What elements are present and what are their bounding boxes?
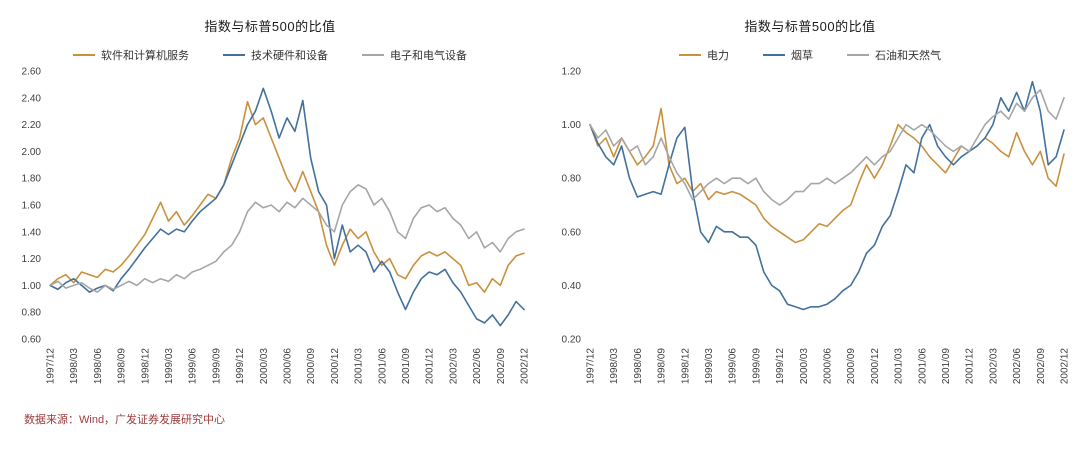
legend-label: 烟草: [791, 50, 813, 62]
x-tick-label: 2002/09: [1036, 348, 1047, 385]
y-tick-label: 1.00: [22, 281, 42, 292]
y-tick-label: 0.20: [562, 335, 582, 346]
chart-legend: 软件和计算机服务 技术硬件和设备 电子和电气设备: [73, 47, 467, 63]
x-tick-label: 1999/09: [751, 348, 762, 385]
x-tick-label: 1999/03: [164, 348, 175, 385]
legend-swatch: [362, 54, 384, 56]
legend-item: 烟草: [763, 47, 813, 63]
x-tick-label: 1999/06: [188, 348, 199, 385]
legend-swatch: [763, 54, 785, 56]
x-tick-label: 1998/03: [609, 348, 620, 385]
line-plot: 0.60 0.80 1.00 1.20 1.40 1.60 1.80 2.00 2.20 2.40…: [22, 67, 531, 385]
x-tick-label: 1999/12: [235, 348, 246, 385]
legend-swatch: [679, 54, 701, 56]
x-tick-label: 2001/03: [354, 348, 365, 385]
x-tick-label: 1997/12: [586, 348, 597, 385]
x-tick-label: 2000/12: [330, 348, 341, 385]
series-line: [49, 100, 525, 293]
chart-right: 指数与标普500的比值 电力 烟草 石油和天然气 0.20 0.40 0.60 0.80 1…: [540, 0, 1080, 403]
y-tick-label: 1.60: [22, 201, 42, 212]
legend-label: 石油和天然气: [875, 50, 941, 62]
x-tick-label: 2001/06: [377, 348, 388, 385]
y-tick-label: 1.20: [22, 254, 42, 265]
x-tick-label: 1999/03: [704, 348, 715, 385]
chart-legend: 电力 烟草 石油和天然气: [679, 47, 941, 63]
charts-row: 指数与标普500的比值 软件和计算机服务 技术硬件和设备 电子和电气设备 0.60 0…: [0, 0, 1080, 403]
x-tick-label: 1998/06: [93, 348, 104, 385]
x-tick-label: 1998/12: [140, 348, 151, 385]
x-tick-label: 1998/09: [117, 348, 128, 385]
y-tick-label: 1.20: [562, 67, 582, 78]
series-line: [49, 87, 525, 327]
legend-label: 软件和计算机服务: [101, 50, 189, 62]
x-tick-label: 2001/09: [401, 348, 412, 385]
legend-item: 石油和天然气: [847, 47, 941, 63]
series-line: [589, 88, 1065, 206]
chart-left: 指数与标普500的比值 软件和计算机服务 技术硬件和设备 电子和电气设备 0.60 0…: [0, 0, 540, 403]
x-tick-label: 1999/09: [211, 348, 222, 385]
y-tick-label: 0.80: [22, 308, 42, 319]
legend-swatch: [223, 54, 245, 56]
x-tick-label: 2002/12: [520, 348, 531, 385]
chart-title: 指数与标普500的比值: [744, 19, 876, 34]
y-tick-label: 2.00: [22, 147, 42, 158]
x-tick-label: 1998/09: [657, 348, 668, 385]
legend-label: 电子和电气设备: [390, 50, 467, 62]
y-tick-label: 2.60: [22, 67, 42, 78]
x-tick-label: 2000/03: [259, 348, 270, 385]
y-tick-label: 0.40: [562, 281, 582, 292]
x-tick-label: 2000/09: [306, 348, 317, 385]
y-tick-label: 2.20: [22, 120, 42, 131]
x-tick-label: 1999/06: [728, 348, 739, 385]
x-tick-label: 2002/03: [988, 348, 999, 385]
legend-label: 电力: [707, 50, 729, 62]
x-tick-label: 2000/06: [823, 348, 834, 385]
y-tick-label: 1.80: [22, 174, 42, 185]
line-plot: 0.20 0.40 0.60 0.80 1.00 1.20 1997/12 1998/03 19…: [562, 67, 1071, 385]
y-tick-label: 1.00: [562, 120, 582, 131]
series-line: [589, 107, 1065, 244]
x-tick-label: 1999/12: [775, 348, 786, 385]
chart-title: 指数与标普500的比值: [204, 19, 336, 34]
x-tick-label: 2001/06: [917, 348, 928, 385]
x-tick-label: 1998/06: [633, 348, 644, 385]
series-line: [49, 184, 525, 293]
x-tick-label: 2002/06: [1012, 348, 1023, 385]
x-tick-label: 1998/03: [69, 348, 80, 385]
x-tick-label: 2000/03: [799, 348, 810, 385]
x-tick-label: 2001/09: [941, 348, 952, 385]
x-tick-label: 2001/12: [425, 348, 436, 385]
legend-swatch: [847, 54, 869, 56]
x-tick-label: 2002/06: [472, 348, 483, 385]
y-tick-label: 0.60: [562, 227, 582, 238]
y-tick-label: 0.60: [22, 335, 42, 346]
y-tick-label: 0.80: [562, 174, 582, 185]
legend-item: 软件和计算机服务: [73, 47, 189, 63]
legend-label: 技术硬件和设备: [251, 50, 328, 62]
series-line: [589, 80, 1065, 311]
x-tick-label: 2000/06: [283, 348, 294, 385]
legend-swatch: [73, 54, 95, 56]
y-tick-label: 1.40: [22, 227, 42, 238]
y-tick-label: 2.40: [22, 93, 42, 104]
x-tick-label: 2001/03: [894, 348, 905, 385]
source-note: 数据来源：Wind，广发证券发展研究中心: [24, 414, 226, 426]
x-tick-label: 2002/09: [496, 348, 507, 385]
legend-item: 电力: [679, 47, 729, 63]
x-tick-label: 2000/09: [846, 348, 857, 385]
x-tick-label: 2002/12: [1060, 348, 1071, 385]
x-tick-label: 2000/12: [870, 348, 881, 385]
legend-item: 电子和电气设备: [362, 47, 467, 63]
x-tick-label: 1997/12: [46, 348, 57, 385]
x-tick-label: 2002/03: [448, 348, 459, 385]
x-tick-label: 1998/12: [680, 348, 691, 385]
legend-item: 技术硬件和设备: [223, 47, 328, 63]
x-tick-label: 2001/12: [965, 348, 976, 385]
